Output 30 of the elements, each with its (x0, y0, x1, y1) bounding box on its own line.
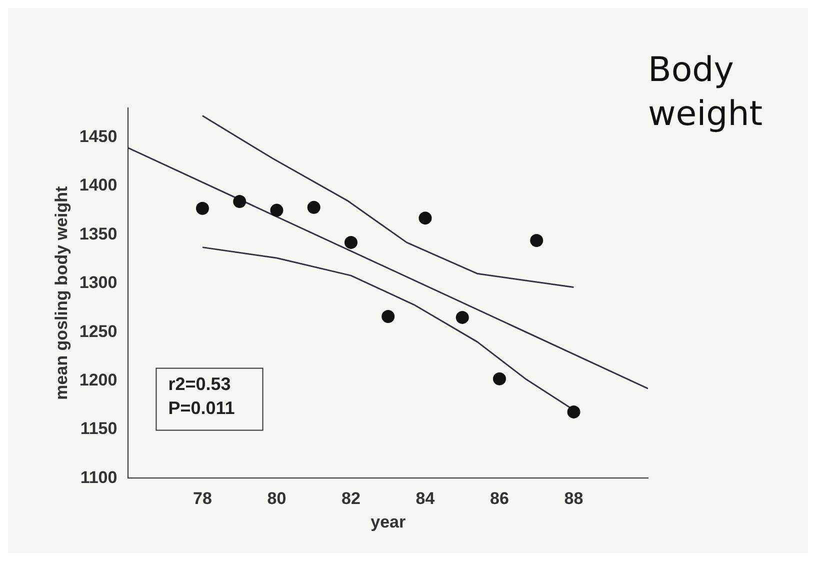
x-axis-title: year (370, 512, 406, 532)
x-tick-label: 82 (342, 489, 360, 508)
point (456, 310, 469, 324)
chart-title: Body weight (648, 49, 764, 136)
y-tick-label: 1200 (79, 370, 118, 390)
point (270, 204, 284, 217)
x-tick-label: 88 (564, 489, 584, 508)
point (530, 234, 544, 247)
point (344, 236, 358, 249)
point (418, 212, 432, 225)
y-tick-label: 1450 (79, 126, 118, 146)
y-tick-label: 1300 (79, 273, 118, 292)
point (233, 195, 246, 208)
x-tick-label: 86 (490, 489, 509, 508)
point (307, 200, 320, 214)
x-tick-label: 78 (193, 489, 212, 508)
point (492, 372, 506, 386)
point (567, 405, 580, 418)
y-axis-title: mean gosling body weight (52, 186, 71, 400)
y-tick-label: 1350 (79, 224, 118, 244)
x-tick-label: 80 (267, 489, 286, 508)
y-tick-label: 1400 (79, 176, 118, 195)
annotation: P=0.011 (168, 398, 235, 418)
annotation: r2=0.53 (168, 374, 231, 394)
point (382, 310, 395, 323)
x-tick-label: 84 (416, 489, 436, 508)
point (196, 202, 209, 215)
y-tick-label: 1250 (79, 322, 118, 341)
y-tick-label: 1100 (80, 468, 118, 487)
y-tick-label: 1150 (80, 419, 118, 438)
